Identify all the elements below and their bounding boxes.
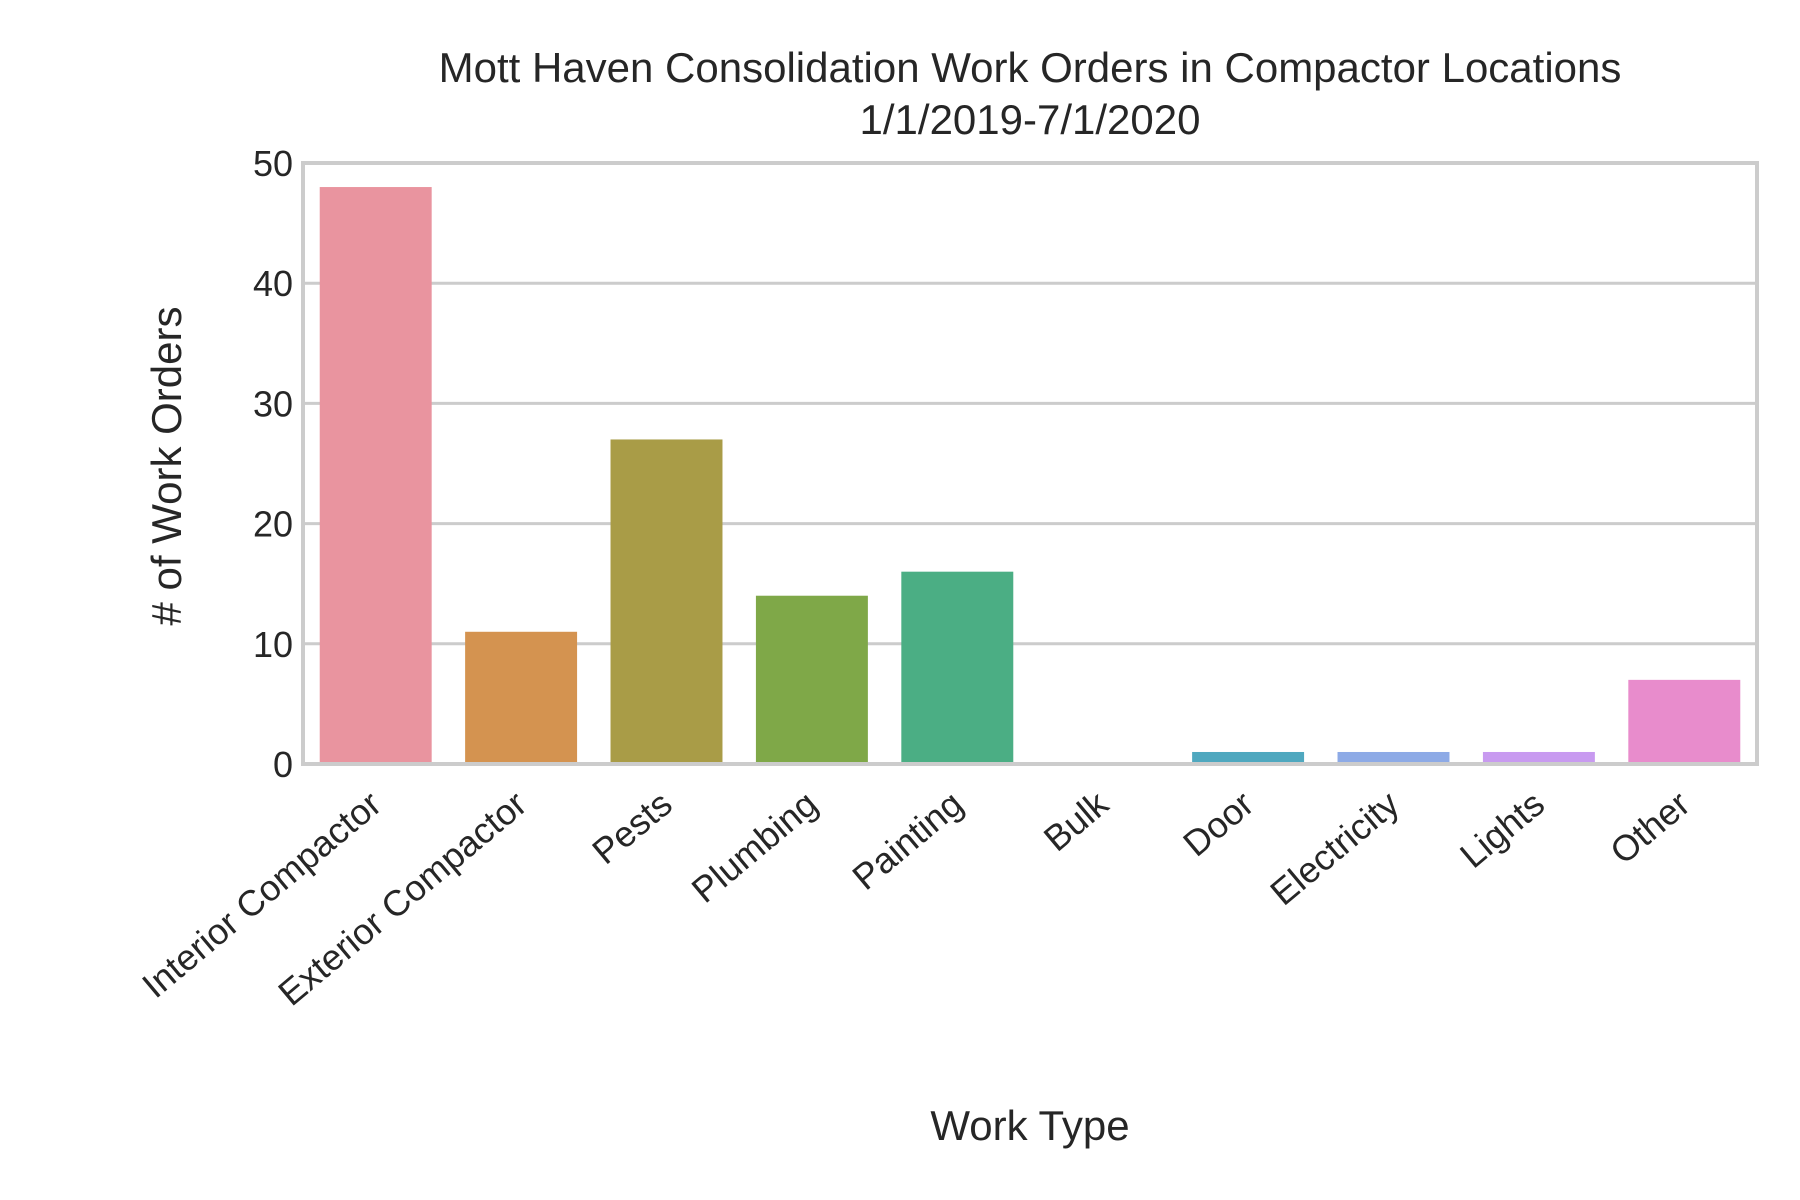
bar-pests <box>610 439 723 764</box>
plot-frame <box>301 161 1759 766</box>
gridlines <box>303 281 1757 646</box>
x-tick-label: Interior Compactor <box>134 783 389 1006</box>
x-tick-label: Pests <box>584 783 679 872</box>
y-tick-label: 40 <box>253 263 293 304</box>
bar-exterior-compactor <box>465 631 578 764</box>
y-tick-label: 10 <box>253 624 293 665</box>
y-tick-label: 30 <box>253 383 293 424</box>
x-tick-label: Electricity <box>1262 783 1406 913</box>
y-tick-label: 0 <box>273 744 293 785</box>
x-tick-label: Lights <box>1452 783 1552 876</box>
chart-title: Mott Haven Consolidation Work Orders in … <box>439 44 1622 91</box>
bar-painting <box>901 571 1014 764</box>
bar-electricity <box>1337 751 1450 764</box>
bar-door <box>1192 751 1305 764</box>
x-tick-label: Door <box>1175 783 1261 865</box>
bar-plumbing <box>755 595 868 764</box>
x-tick-label: Plumbing <box>684 783 825 911</box>
x-tick-label: Exterior Compactor <box>270 783 534 1014</box>
x-tick-label: Other <box>1602 783 1697 872</box>
x-tick-label: Bulk <box>1036 782 1117 859</box>
bar-other <box>1628 679 1741 764</box>
y-tick-label: 20 <box>253 504 293 545</box>
chart-subtitle: 1/1/2019-7/1/2020 <box>860 96 1201 143</box>
bar-interior-compactor <box>319 187 432 765</box>
y-axis-label: # of Work Orders <box>143 307 190 626</box>
x-axis-label: Work Type <box>930 1102 1129 1149</box>
y-tick-label: 50 <box>253 143 293 184</box>
x-tick-label: Painting <box>844 783 970 898</box>
bars <box>319 187 1741 765</box>
y-tick-labels: 0 10 20 30 40 50 <box>253 143 293 785</box>
bar-lights <box>1482 751 1595 764</box>
